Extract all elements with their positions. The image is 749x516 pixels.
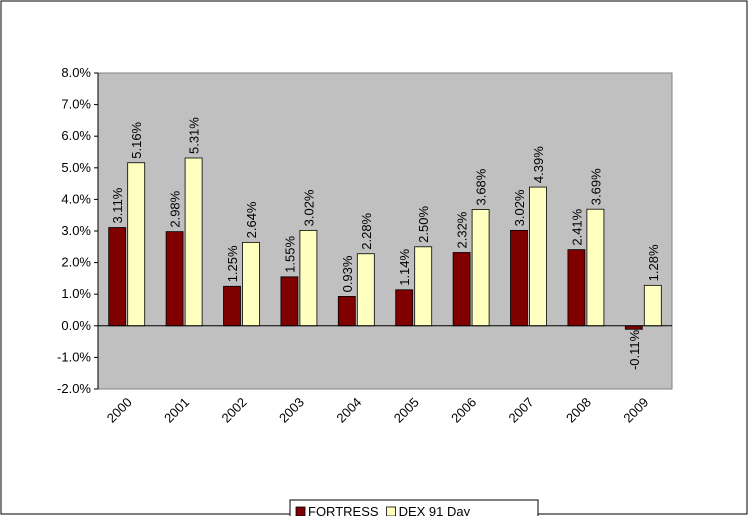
legend-box (289, 499, 539, 516)
y-tick-label: -1.0% (57, 349, 91, 364)
bar (184, 157, 203, 327)
y-tick-label: -2.0% (57, 381, 91, 396)
legend-swatch (386, 506, 396, 516)
bar (624, 325, 643, 330)
bar (165, 231, 184, 327)
y-tick-label: 7.0% (61, 97, 91, 112)
y-tick-label: 3.0% (61, 223, 91, 238)
data-label: 2.50% (416, 205, 431, 242)
legend-label: FORTRESS (308, 504, 379, 516)
bar (223, 285, 241, 327)
bar (471, 209, 490, 327)
bar (414, 246, 433, 327)
y-tick-label: 0.0% (61, 318, 91, 333)
data-label: 1.14% (397, 248, 412, 285)
bar (395, 289, 414, 327)
data-label: 2.98% (168, 190, 183, 227)
data-label: 3.68% (474, 168, 489, 205)
bar (356, 253, 375, 327)
data-label: -0.11% (627, 329, 642, 370)
y-tick-label: 6.0% (61, 128, 91, 143)
bar (586, 208, 605, 327)
data-label: 2.41% (569, 208, 584, 245)
legend-swatch (295, 506, 306, 516)
data-label: 2.32% (455, 211, 470, 248)
plot-area (97, 72, 673, 390)
data-label: 5.31% (187, 117, 202, 154)
data-label: 5.16% (129, 121, 144, 158)
bar (567, 249, 586, 327)
data-label: 1.55% (282, 236, 297, 273)
y-tick-label: 4.0% (61, 191, 91, 206)
data-label: 4.39% (531, 146, 546, 183)
data-label: 2.28% (359, 212, 374, 249)
data-label: 3.69% (588, 168, 603, 205)
data-label: 3.02% (512, 189, 527, 226)
data-label: 1.25% (225, 245, 240, 282)
bar (280, 276, 299, 327)
y-tick-label: 5.0% (61, 160, 91, 175)
data-label: 3.02% (301, 189, 316, 226)
data-label: 3.11% (110, 187, 125, 223)
bar (643, 284, 662, 327)
bar (299, 229, 318, 327)
bar (452, 252, 471, 327)
bar (510, 229, 528, 327)
bar (242, 241, 260, 327)
data-label: 1.28% (646, 244, 661, 281)
bar (529, 186, 547, 327)
data-label: 2.64% (244, 201, 259, 238)
y-tick-label: 2.0% (61, 255, 91, 270)
bar (108, 227, 127, 327)
data-label: 0.93% (340, 255, 355, 292)
y-tick-label: 8.0% (61, 65, 91, 80)
legend-label: DEX 91 Day (399, 504, 471, 516)
y-tick-label: 1.0% (61, 286, 91, 301)
bar (127, 162, 146, 327)
bar (337, 296, 356, 327)
